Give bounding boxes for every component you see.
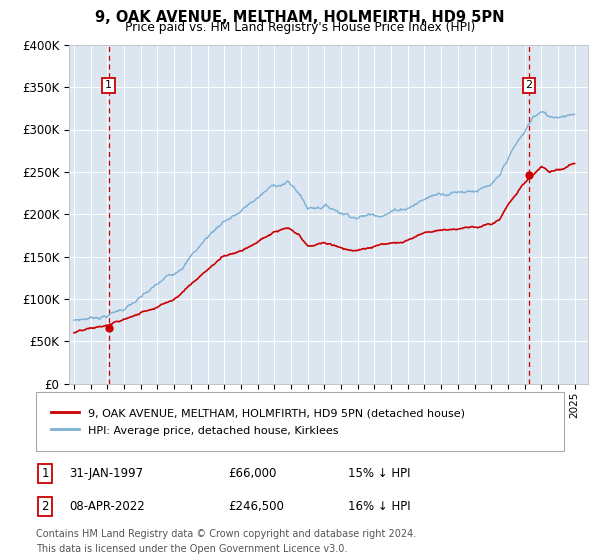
Text: 1: 1 xyxy=(105,81,112,91)
Text: 08-APR-2022: 08-APR-2022 xyxy=(69,500,145,514)
Text: 2: 2 xyxy=(526,81,533,91)
Text: Contains HM Land Registry data © Crown copyright and database right 2024.: Contains HM Land Registry data © Crown c… xyxy=(36,529,416,539)
Text: Price paid vs. HM Land Registry's House Price Index (HPI): Price paid vs. HM Land Registry's House … xyxy=(125,21,475,34)
Legend: 9, OAK AVENUE, MELTHAM, HOLMFIRTH, HD9 5PN (detached house), HPI: Average price,: 9, OAK AVENUE, MELTHAM, HOLMFIRTH, HD9 5… xyxy=(47,403,469,440)
FancyBboxPatch shape xyxy=(36,392,564,451)
Text: 31-JAN-1997: 31-JAN-1997 xyxy=(69,466,143,480)
Text: £246,500: £246,500 xyxy=(228,500,284,514)
Text: This data is licensed under the Open Government Licence v3.0.: This data is licensed under the Open Gov… xyxy=(36,544,347,554)
Text: 16% ↓ HPI: 16% ↓ HPI xyxy=(348,500,410,514)
Text: 15% ↓ HPI: 15% ↓ HPI xyxy=(348,466,410,480)
Text: 2: 2 xyxy=(41,500,49,514)
Text: £66,000: £66,000 xyxy=(228,466,277,480)
Text: 1: 1 xyxy=(41,466,49,480)
Text: 9, OAK AVENUE, MELTHAM, HOLMFIRTH, HD9 5PN: 9, OAK AVENUE, MELTHAM, HOLMFIRTH, HD9 5… xyxy=(95,10,505,25)
